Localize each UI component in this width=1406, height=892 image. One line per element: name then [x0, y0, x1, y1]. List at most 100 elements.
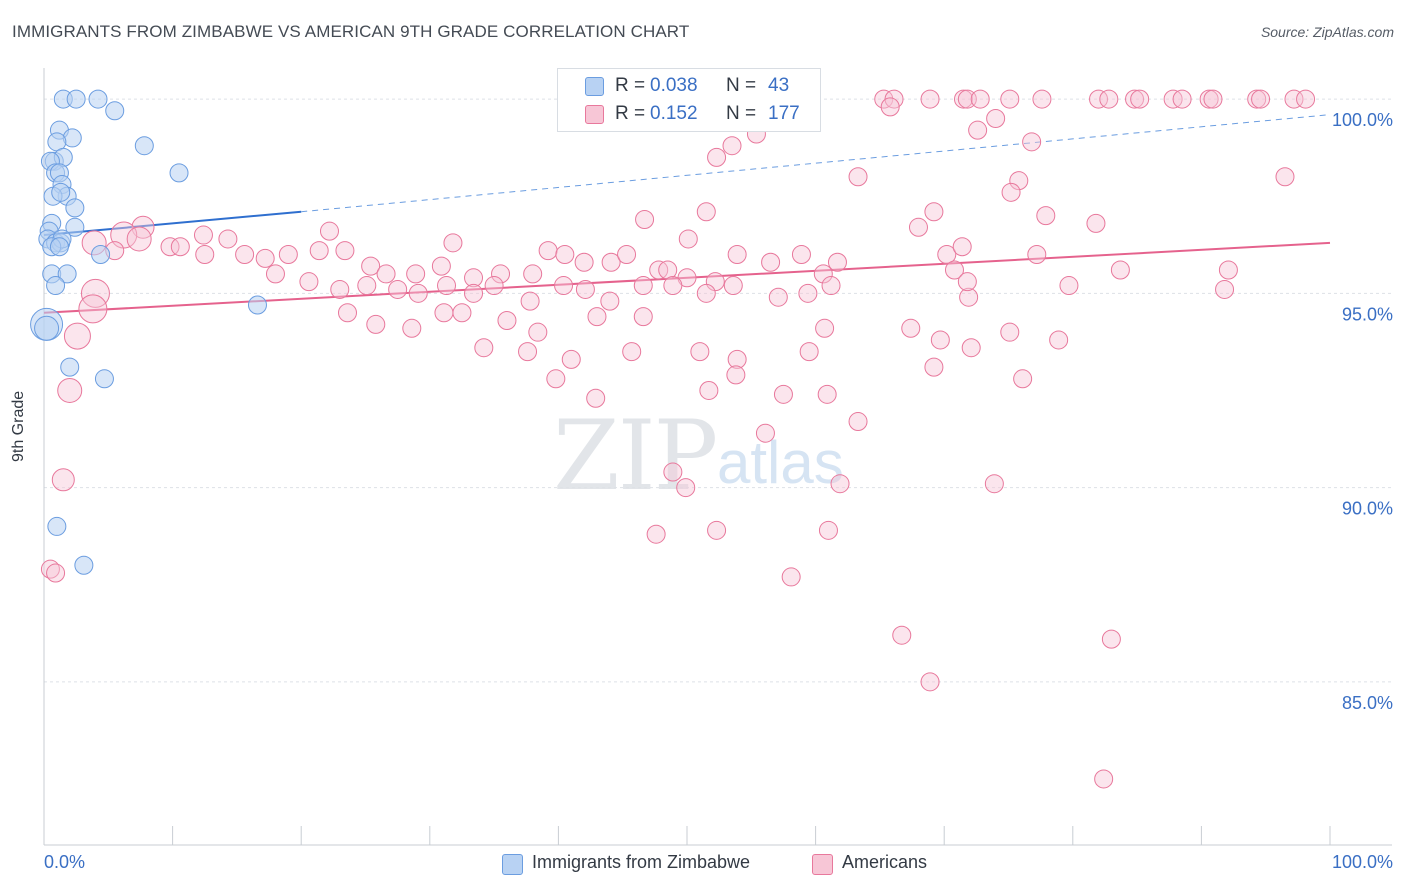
legend-swatch-americans [812, 854, 833, 875]
point-americans [1000, 89, 1020, 109]
point-zimbabwe [88, 89, 108, 109]
point-americans [663, 462, 683, 482]
point-americans [722, 136, 742, 156]
point-americans [1059, 276, 1079, 296]
point-americans [235, 244, 255, 264]
point-americans [818, 520, 838, 540]
axes [43, 68, 1392, 846]
watermark-zip: ZIP [553, 400, 718, 512]
point-americans [617, 244, 637, 264]
point-americans [622, 342, 642, 362]
legend-r-label: R = [615, 103, 646, 124]
tick-labels: 85.0% 90.0% 95.0% 100.0% 0.0% 100.0% [44, 110, 1393, 872]
point-americans [937, 244, 957, 264]
point-americans [601, 252, 621, 272]
point-americans [874, 89, 894, 109]
point-americans [406, 264, 426, 284]
point-americans [1101, 629, 1121, 649]
point-americans [901, 318, 921, 338]
point-zimbabwe [34, 315, 60, 341]
point-americans [798, 283, 818, 303]
y-tick-label: 95.0% [1342, 304, 1393, 324]
point-americans [1022, 132, 1042, 152]
point-americans [63, 322, 91, 350]
point-zimbabwe [94, 369, 114, 389]
point-americans [193, 225, 213, 245]
point-americans [46, 563, 66, 583]
point-americans [1001, 182, 1021, 202]
point-americans [1013, 369, 1033, 389]
legend-n-label: N = [726, 103, 757, 124]
point-zimbabwe [74, 555, 94, 575]
trend-line-zimbabwe-dashed [301, 114, 1331, 213]
point-americans [57, 377, 83, 403]
point-americans [1251, 89, 1271, 109]
data-points [30, 89, 1316, 789]
point-zimbabwe [57, 264, 77, 284]
point-americans [357, 276, 377, 296]
chart-title: IMMIGRANTS FROM ZIMBABWE VS AMERICAN 9TH… [12, 22, 690, 41]
point-americans [699, 380, 719, 400]
point-americans [265, 264, 285, 284]
point-americans [1218, 260, 1238, 280]
point-americans [658, 260, 678, 280]
point-americans [520, 291, 540, 311]
point-americans [961, 338, 981, 358]
point-americans [443, 233, 463, 253]
point-americans [1130, 89, 1150, 109]
x-tick-label: 0.0% [44, 852, 85, 872]
point-americans [388, 279, 408, 299]
point-americans [1110, 260, 1130, 280]
point-americans [600, 291, 620, 311]
legend-row-americans: R = 0.152 N = 177 [558, 100, 820, 128]
legend-label-zimbabwe: Immigrants from Zimbabwe [532, 852, 751, 872]
point-americans [848, 412, 868, 432]
point-americans [1203, 89, 1223, 109]
point-americans [1027, 244, 1047, 264]
point-zimbabwe [169, 163, 189, 183]
y-axis-label: 9th Grade [10, 390, 27, 462]
point-americans [799, 342, 819, 362]
point-americans [1099, 89, 1119, 109]
legend-n-label: N = [726, 75, 757, 96]
point-zimbabwe [105, 101, 125, 121]
point-americans [464, 268, 484, 288]
point-americans [696, 283, 716, 303]
legend-swatch-zimbabwe [502, 854, 523, 875]
point-americans [1036, 206, 1056, 226]
point-americans [827, 252, 847, 272]
source-label: Source: ZipAtlas.com [1260, 24, 1394, 40]
point-americans [984, 474, 1004, 494]
point-zimbabwe [60, 357, 80, 377]
point-americans [434, 303, 454, 323]
legend-swatch-americans [585, 105, 604, 124]
point-americans [970, 89, 990, 109]
point-americans [924, 357, 944, 377]
point-americans [646, 524, 666, 544]
point-americans [727, 349, 747, 369]
point-americans [278, 244, 298, 264]
point-americans [561, 349, 581, 369]
point-americans [474, 338, 494, 358]
point-americans [817, 384, 837, 404]
point-americans [821, 276, 841, 296]
point-americans [1284, 89, 1304, 109]
legend-label-americans: Americans [842, 852, 928, 872]
point-americans [908, 217, 928, 237]
point-americans [723, 276, 743, 296]
point-americans [635, 210, 655, 230]
x-tick-label: 100.0% [1332, 852, 1393, 872]
point-americans [791, 244, 811, 264]
trend-line-zimbabwe [43, 210, 302, 237]
point-zimbabwe [66, 89, 86, 109]
point-americans [707, 147, 727, 167]
point-americans [80, 278, 110, 308]
legend-swatch-zimbabwe [585, 77, 604, 96]
point-americans [528, 322, 548, 342]
point-americans [952, 237, 972, 257]
point-americans [727, 244, 747, 264]
point-americans [484, 276, 504, 296]
point-americans [678, 229, 698, 249]
watermark-atlas: atlas [717, 429, 844, 496]
point-zimbabwe [247, 295, 267, 315]
